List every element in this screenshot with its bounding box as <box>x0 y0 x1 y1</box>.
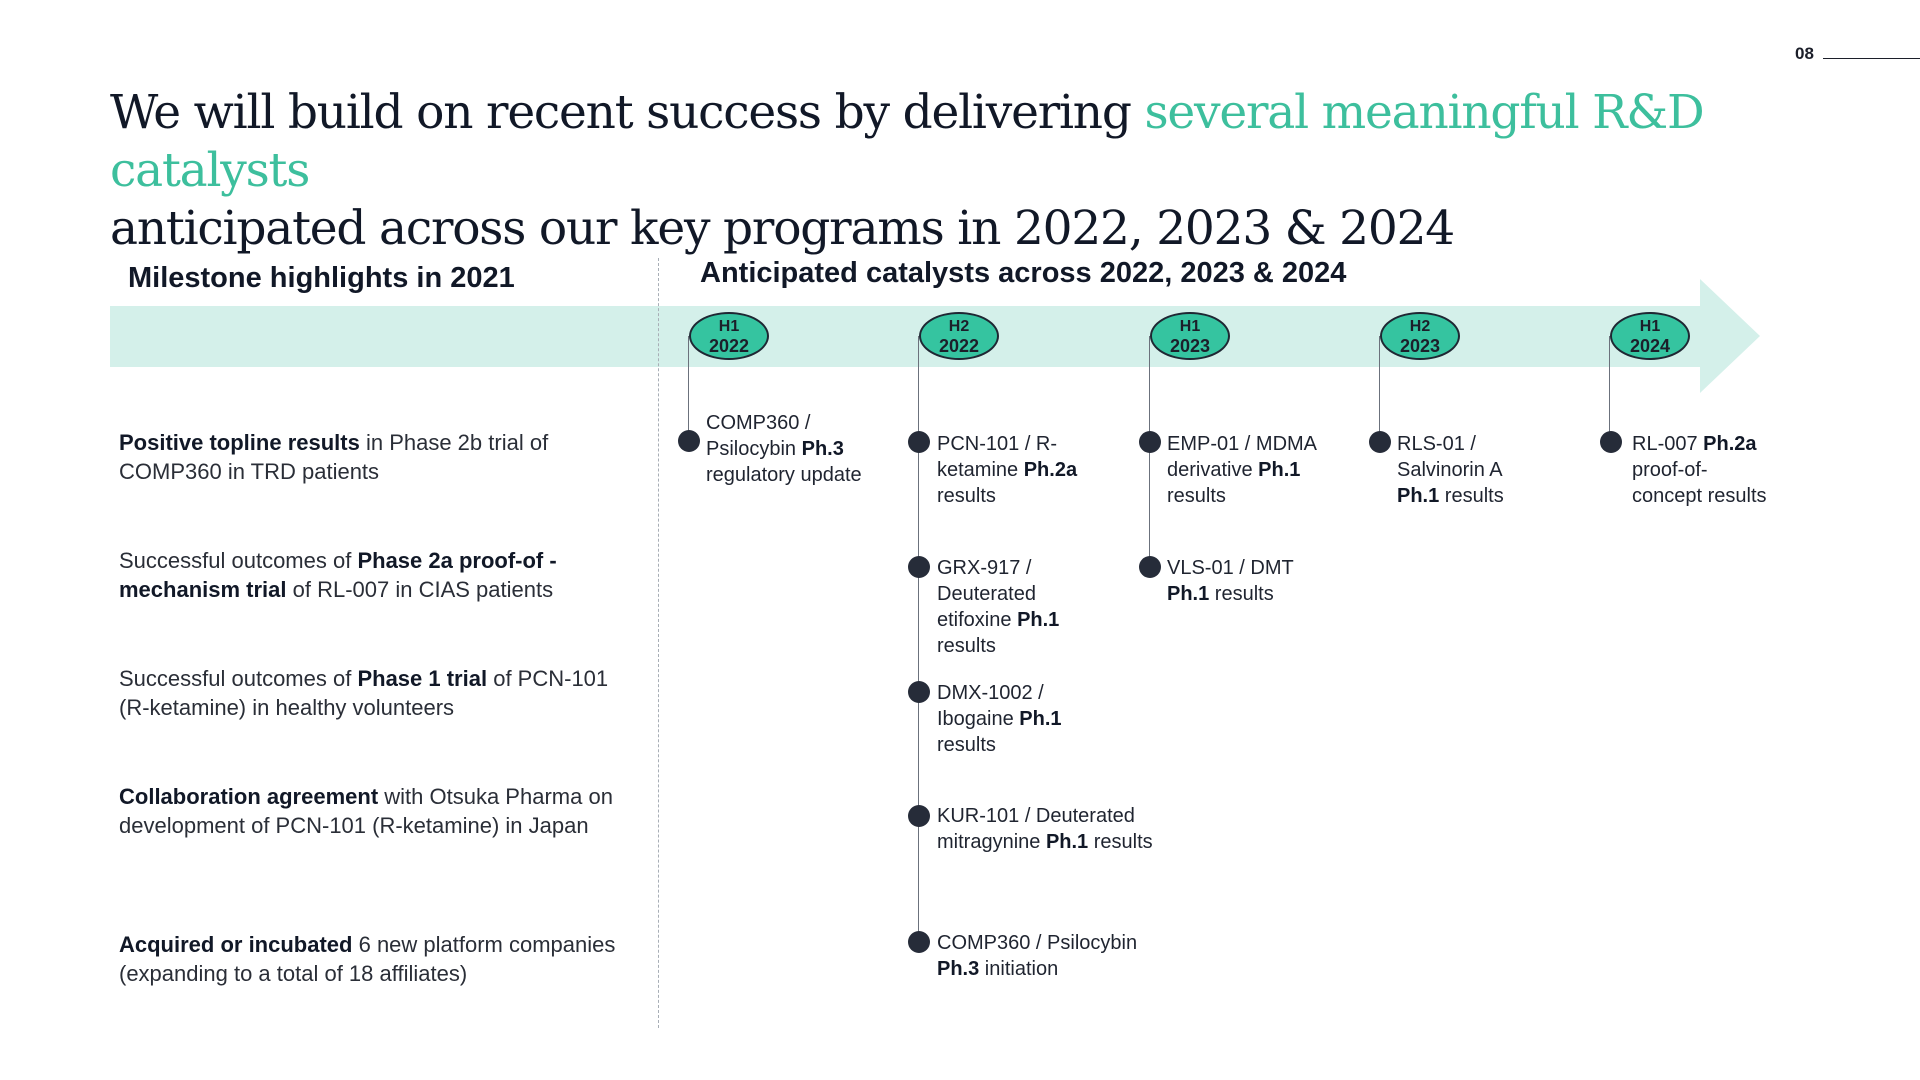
period-year: 2023 <box>1399 336 1441 356</box>
catalyst-phase: Ph.2a <box>1023 459 1078 481</box>
catalyst-phase: Ph.3 <box>801 438 844 460</box>
right-heading: Anticipated catalysts across 2022, 2023 … <box>700 257 1347 289</box>
catalyst-text: regulatory update <box>706 464 862 486</box>
title-part-1: We will build on recent success by deliv… <box>110 85 1145 140</box>
catalyst-phase: Ph.2a <box>1703 433 1757 455</box>
catalyst-dot <box>678 430 700 452</box>
catalyst-phase: Ph.3 <box>937 958 980 980</box>
milestone-2-text-a: Successful outcomes of <box>119 548 358 573</box>
catalyst-text: results <box>937 485 996 507</box>
period-pill-h1-2022: H1 2022 <box>689 312 769 360</box>
catalyst-dot <box>908 805 930 827</box>
catalyst-dot <box>908 431 930 453</box>
catalyst-phase: Ph.1 <box>1167 583 1210 605</box>
period-year: 2024 <box>1629 336 1671 356</box>
period-pill-h2-2023: H2 2023 <box>1380 312 1460 360</box>
catalyst-dot <box>908 931 930 953</box>
period-year: 2023 <box>1169 336 1211 356</box>
catalyst-text: results <box>1167 485 1226 507</box>
milestone-3: Successful outcomes of Phase 1 trial of … <box>119 664 639 722</box>
catalyst-h1-2023-2: VLS-01 / DMT Ph.1 results <box>1167 555 1327 607</box>
catalyst-text: proof-of-concept results <box>1632 459 1767 507</box>
milestone-5-text: 6 new platform companies (expanding to a… <box>119 932 616 986</box>
milestone-1-text: in Phase 2b trial of COMP360 in TRD pati… <box>119 430 549 484</box>
period-pill-h2-2022: H2 2022 <box>919 312 999 360</box>
catalyst-phase: Ph.1 <box>1045 831 1089 853</box>
catalyst-h1-2023-1: EMP-01 / MDMA derivative Ph.1 results <box>1167 431 1327 509</box>
catalyst-text: PCN-101 / R-ketamine <box>937 433 1058 481</box>
period-half: H1 <box>1639 318 1661 335</box>
catalyst-h1-2024-1: RL-007 Ph.2a proof-of-concept results <box>1632 431 1772 509</box>
catalyst-text: KUR-101 / Deuterated mitragynine <box>937 805 1135 853</box>
catalyst-dot <box>908 556 930 578</box>
catalyst-text: DMX-1002 / Ibogaine <box>937 682 1044 730</box>
left-heading: Milestone highlights in 2021 <box>128 262 515 294</box>
catalyst-phase: Ph.1 <box>1258 459 1301 481</box>
catalyst-dot <box>1139 556 1161 578</box>
milestone-3-text-b: of PCN-101 (R-ketamine) in healthy volun… <box>119 666 609 720</box>
catalyst-text: initiation <box>979 958 1059 980</box>
milestone-4-text: with Otsuka Pharma on development of PCN… <box>119 784 613 838</box>
catalyst-dot <box>1369 431 1391 453</box>
catalyst-text: VLS-01 / DMT <box>1167 557 1294 579</box>
milestone-2-text-b: of RL-007 in CIAS patients <box>286 577 554 602</box>
catalyst-h2-2022-5: COMP360 / Psilocybin Ph.3 initiation <box>937 930 1177 982</box>
connector-h2-2022 <box>918 336 919 941</box>
catalyst-h1-2022-1: COMP360 / Psilocybin Ph.3 regulatory upd… <box>706 410 866 488</box>
period-pill-h1-2023: H1 2023 <box>1150 312 1230 360</box>
milestone-4-bold: Collaboration agreement <box>119 784 379 809</box>
catalyst-h2-2022-2: GRX-917 / Deuterated etifoxine Ph.1 resu… <box>937 555 1097 659</box>
catalyst-text: results <box>1209 583 1274 605</box>
period-year: 2022 <box>708 336 750 356</box>
catalyst-text: GRX-917 / Deuterated etifoxine <box>937 557 1036 631</box>
catalyst-h2-2022-4: KUR-101 / Deuterated mitragynine Ph.1 re… <box>937 803 1167 855</box>
connector-h2-2023 <box>1379 336 1380 442</box>
catalyst-text: results <box>1088 831 1153 853</box>
catalyst-text: RL-007 <box>1632 433 1704 455</box>
milestone-5-bold: Acquired or incubated <box>119 932 353 957</box>
catalyst-h2-2022-1: PCN-101 / R-ketamine Ph.2a results <box>937 431 1107 509</box>
connector-h1-2022 <box>688 336 689 440</box>
catalyst-dot <box>1139 431 1161 453</box>
milestone-4: Collaboration agreement with Otsuka Phar… <box>119 782 639 840</box>
period-half: H1 <box>718 318 740 335</box>
milestone-1: Positive topline results in Phase 2b tri… <box>119 428 639 486</box>
catalyst-text: EMP-01 / MDMA derivative <box>1167 433 1316 481</box>
period-year: 2022 <box>938 336 980 356</box>
milestone-5: Acquired or incubated 6 new platform com… <box>119 930 639 988</box>
catalyst-text: results <box>1439 485 1504 507</box>
title-accent: several meaningful R&D catalysts <box>110 85 1705 198</box>
catalyst-text: COMP360 / Psilocybin <box>706 412 811 460</box>
page-number: 08 <box>1795 44 1814 63</box>
catalyst-phase: Ph.1 <box>1017 609 1060 631</box>
column-divider <box>658 258 659 1028</box>
catalyst-h2-2023-1: RLS-01 / Salvinorin A Ph.1 results <box>1397 431 1527 509</box>
period-half: H2 <box>1409 318 1431 335</box>
catalyst-phase: Ph.1 <box>1397 485 1440 507</box>
period-half: H2 <box>948 318 970 335</box>
catalyst-dot <box>908 681 930 703</box>
period-pill-h1-2024: H1 2024 <box>1610 312 1690 360</box>
catalyst-dot <box>1600 431 1622 453</box>
catalyst-h2-2022-3: DMX-1002 / Ibogaine Ph.1 results <box>937 680 1097 758</box>
page-title: We will build on recent success by deliv… <box>110 84 1810 258</box>
milestone-2: Successful outcomes of Phase 2a proof-of… <box>119 546 639 604</box>
catalyst-text: RLS-01 / Salvinorin A <box>1397 433 1502 481</box>
connector-h1-2024 <box>1609 336 1610 442</box>
period-half: H1 <box>1179 318 1201 335</box>
milestone-2-bold: Phase 2a proof-of - mechanism trial <box>119 548 557 602</box>
catalyst-text: results <box>937 635 996 657</box>
catalyst-phase: Ph.1 <box>1019 708 1062 730</box>
catalyst-text: COMP360 / Psilocybin <box>937 932 1138 954</box>
milestone-3-bold: Phase 1 trial <box>357 666 488 691</box>
milestone-1-bold: Positive topline results <box>119 430 360 455</box>
milestone-3-text-a: Successful outcomes of <box>119 666 358 691</box>
title-part-2: anticipated across our key programs in 2… <box>110 201 1455 256</box>
catalyst-text: results <box>937 734 996 756</box>
page-number-rule <box>1823 58 1920 59</box>
